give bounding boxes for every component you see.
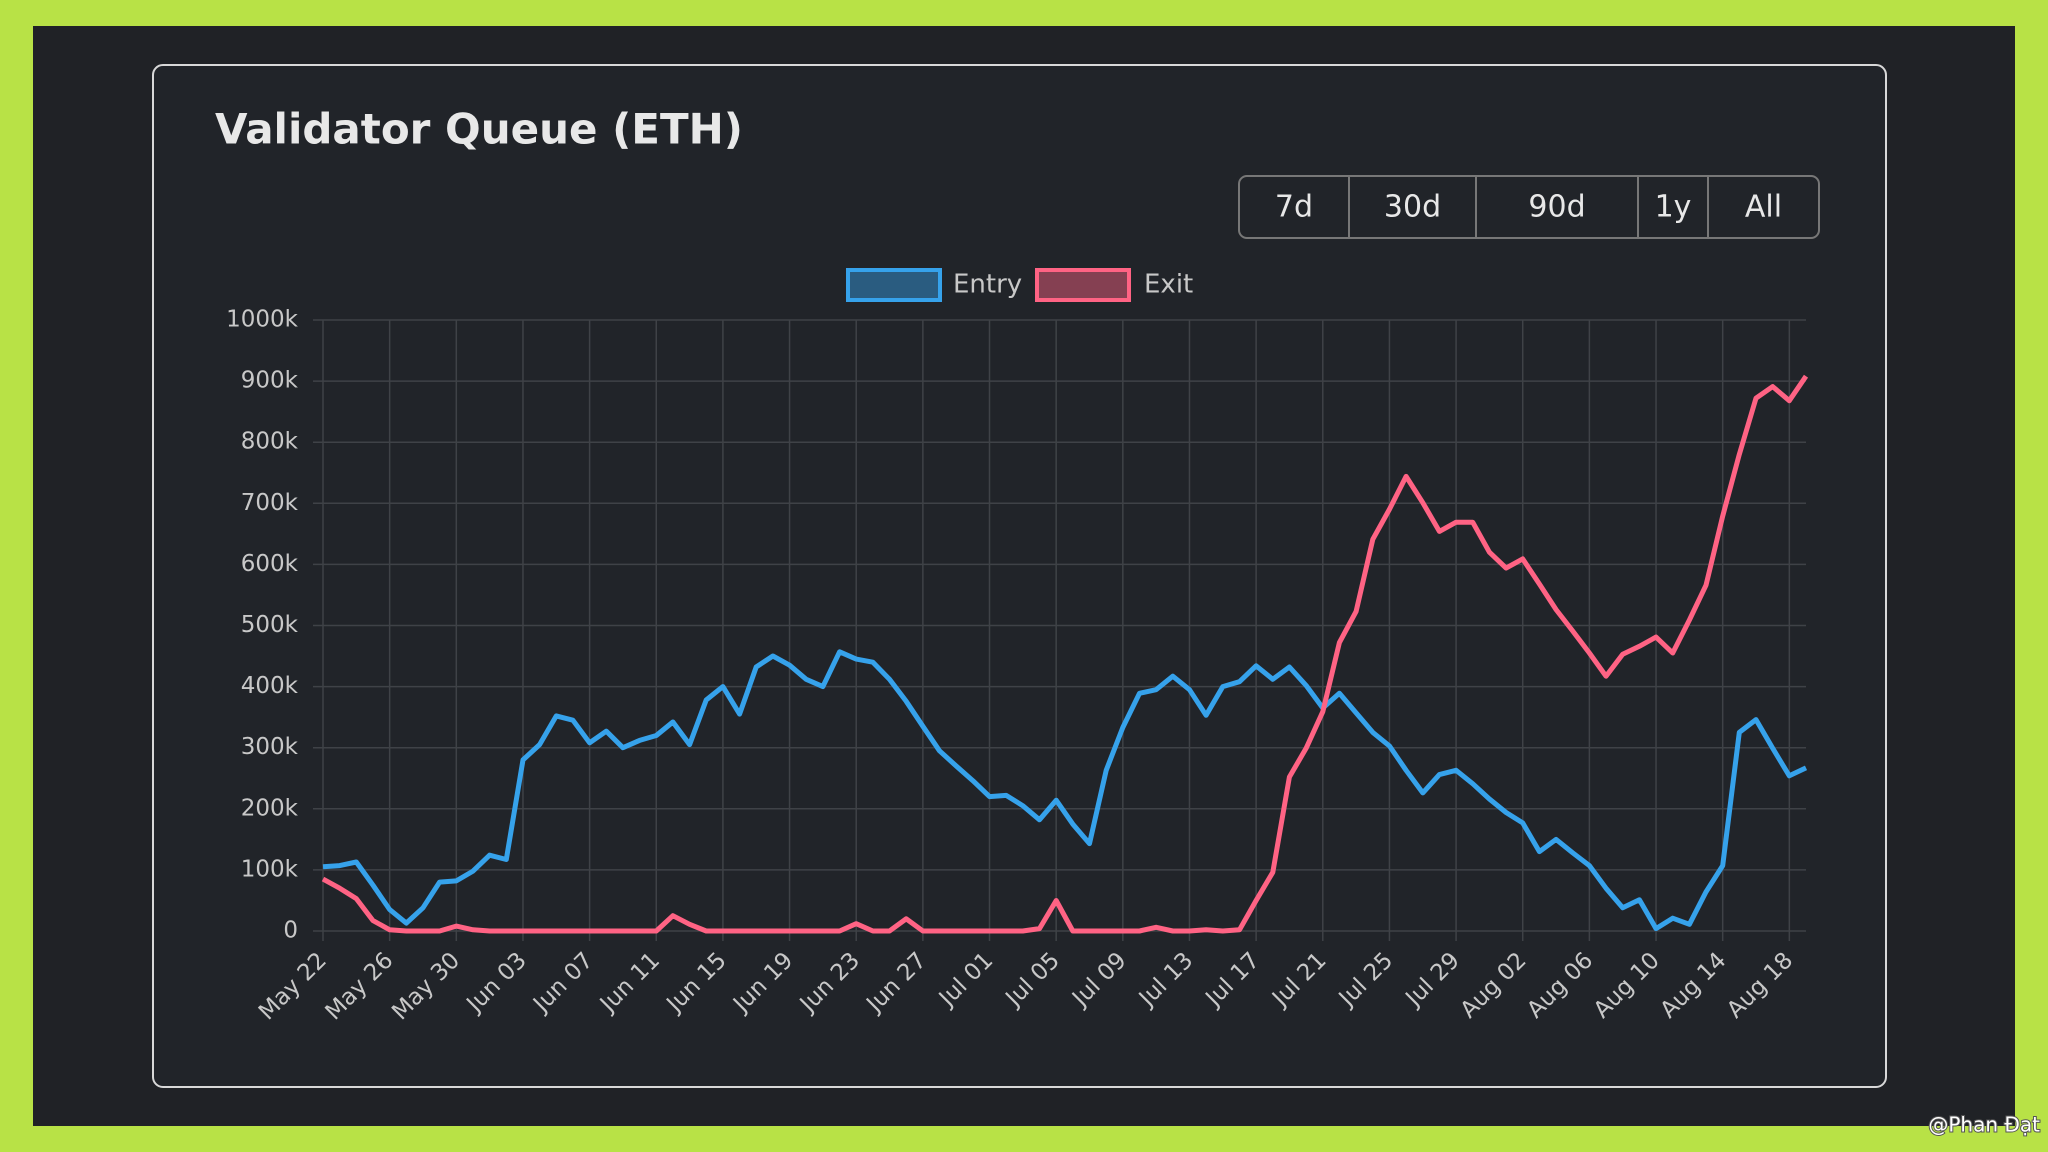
button-label: 7d xyxy=(1275,190,1313,225)
range-button[interactable]: 1y xyxy=(1637,176,1708,238)
range-button[interactable]: All xyxy=(1707,176,1819,238)
series-line xyxy=(322,649,1808,932)
y-tick-label: 500k xyxy=(241,612,299,638)
legend-swatch xyxy=(1035,268,1131,302)
legend-label: Exit xyxy=(1144,270,1193,300)
button-label: 1y xyxy=(1655,190,1692,225)
range-button[interactable]: 30d xyxy=(1348,176,1476,238)
chart-title: Validator Queue (ETH) xyxy=(215,105,743,154)
y-tick-label: 700k xyxy=(241,490,299,516)
button-group xyxy=(1238,175,1820,239)
button-label: 90d xyxy=(1528,190,1585,225)
range-buttons: 7d 30d 90d 1y All xyxy=(1238,175,1820,239)
range-button[interactable]: 7d xyxy=(1239,176,1349,238)
y-tick-label: 0 xyxy=(283,918,298,944)
legend-swatch xyxy=(846,268,942,302)
y-tick-label: 100k xyxy=(241,856,299,882)
series-line xyxy=(321,374,1809,934)
button-label: All xyxy=(1745,190,1782,225)
range-button[interactable]: 90d xyxy=(1475,176,1638,238)
y-tick-label: 200k xyxy=(241,795,299,821)
y-tick-label: 1000k xyxy=(226,307,299,333)
y-tick-label: 600k xyxy=(241,551,299,577)
y-tick-label: 900k xyxy=(241,368,299,394)
y-tick-label: 400k xyxy=(241,673,299,699)
y-tick-label: 800k xyxy=(241,429,299,455)
button-label: 30d xyxy=(1384,190,1441,225)
y-tick-label: 300k xyxy=(241,734,299,760)
legend-label: Entry xyxy=(953,270,1022,300)
watermark: @Phan Đạt xyxy=(1928,1113,2040,1137)
